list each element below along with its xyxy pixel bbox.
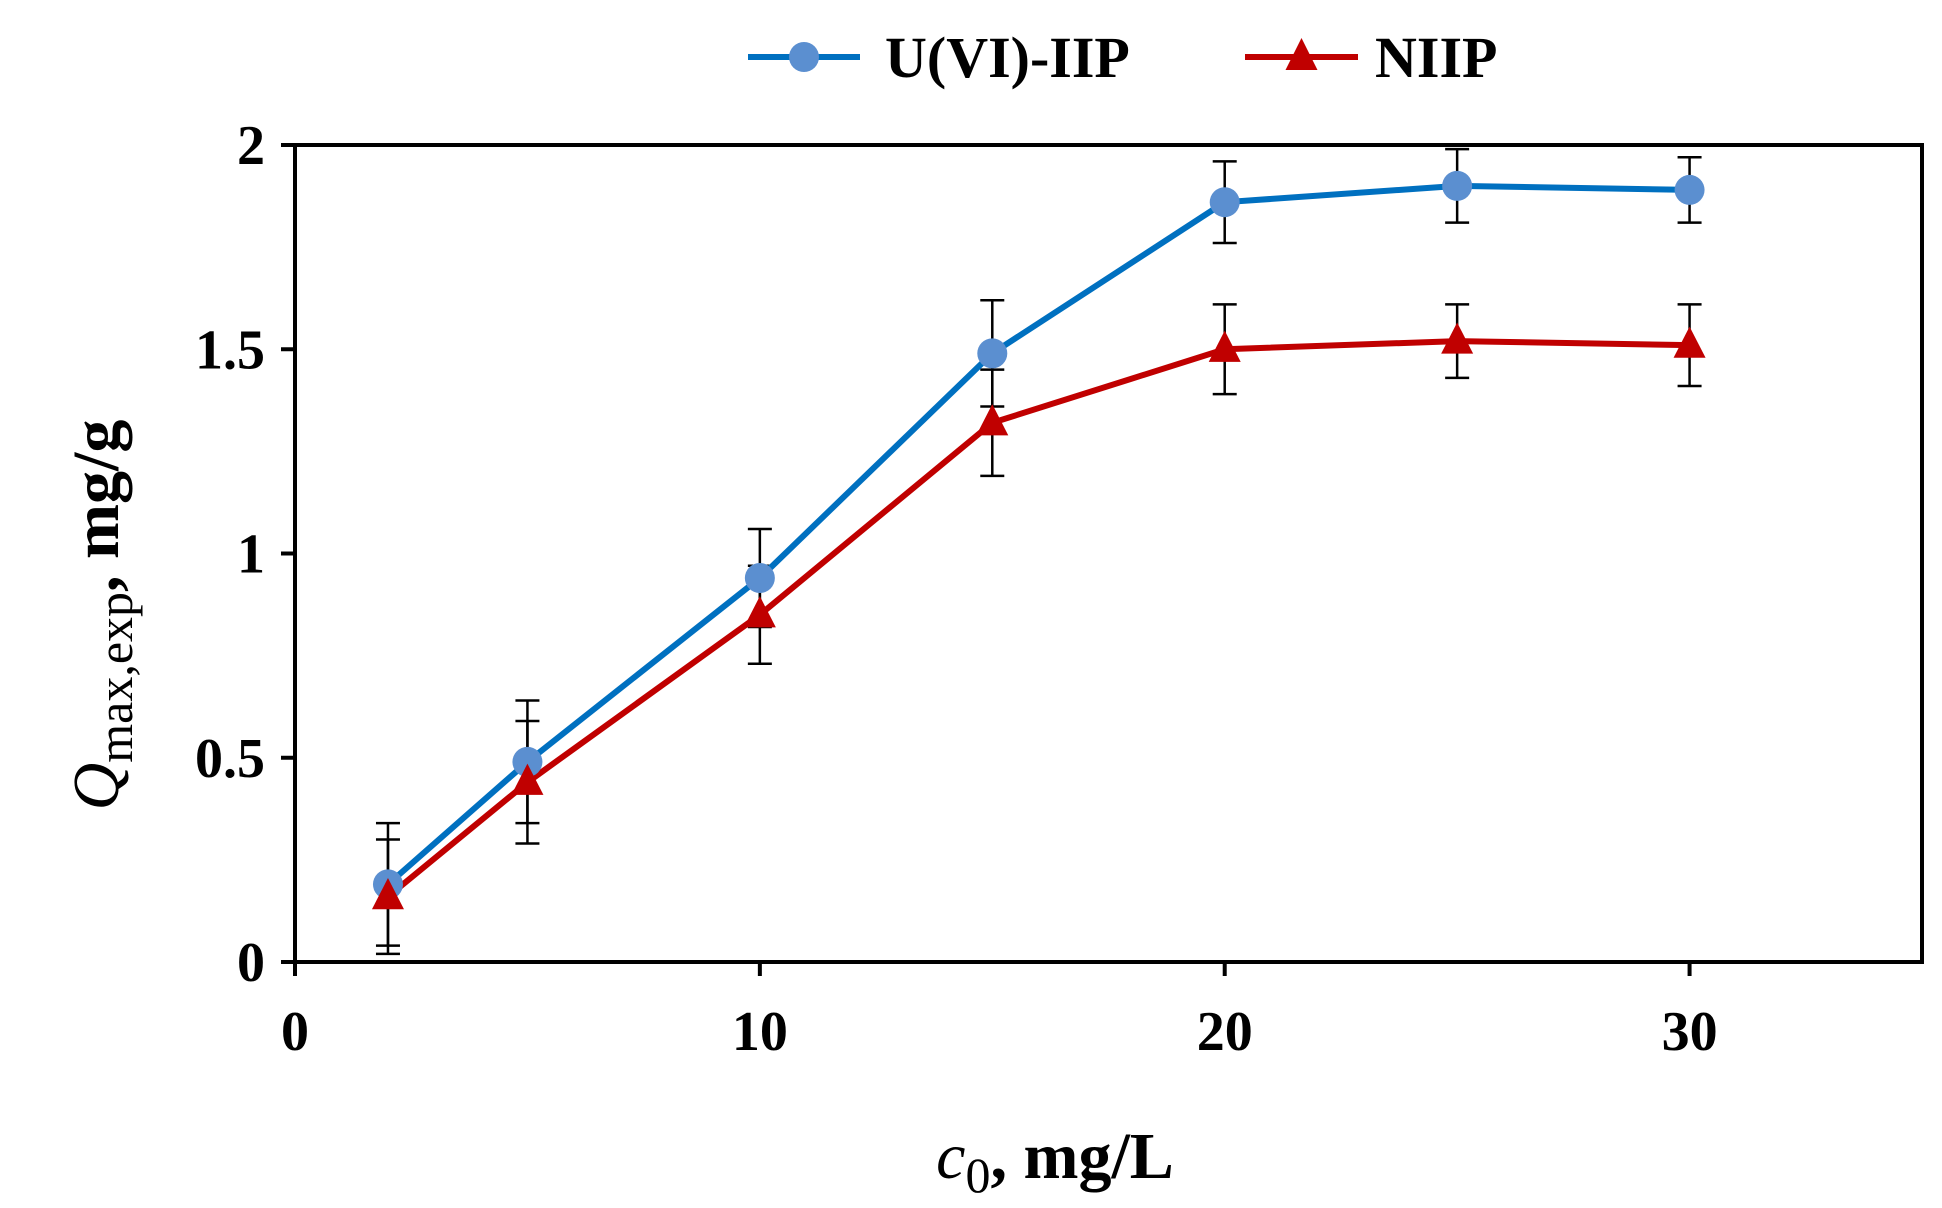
series-2-point <box>371 878 404 910</box>
y-tick-label: 2 <box>237 115 265 177</box>
y-axis-title: Qmax,exp, mg/g <box>60 420 143 811</box>
legend-series-2-label: NIIP <box>1375 25 1497 90</box>
series-1-point <box>1442 170 1473 201</box>
series-1-line <box>385 182 1690 887</box>
error-bars <box>375 147 1702 956</box>
series-1-point <box>1674 174 1705 205</box>
legend-series-1-label: U(VI)-IIP <box>885 25 1130 90</box>
series-1-point <box>1209 187 1240 218</box>
x-tick-label: 20 <box>1197 1001 1253 1063</box>
legend-series-1-marker <box>789 42 819 72</box>
y-tick-label: 1.5 <box>195 319 265 381</box>
series-markers <box>371 170 1706 910</box>
x-tick-label: 30 <box>1662 1001 1718 1063</box>
series-2-point <box>1441 322 1474 354</box>
series-2-point <box>1208 330 1241 362</box>
y-tick-label: 1 <box>237 524 265 586</box>
y-tick-label: 0.5 <box>195 728 265 790</box>
series-2-line <box>386 338 1690 899</box>
axes: 0 10 20 30 0 0.5 1 1.5 2 <box>195 115 1924 1063</box>
x-axis-title: c0, mg/L <box>936 1120 1174 1203</box>
series-2-point <box>743 596 776 628</box>
legend-series-2-marker <box>1285 38 1318 70</box>
series-2-point <box>976 404 1009 436</box>
series-1-point <box>744 563 775 594</box>
series-2-point <box>1673 326 1706 358</box>
plot-frame <box>293 143 1924 964</box>
series-2-point <box>511 763 544 795</box>
series-lines <box>385 182 1690 899</box>
series-1-point <box>977 338 1008 369</box>
y-tick-label: 0 <box>237 932 265 994</box>
legend: U(VI)-IIP NIIP <box>748 25 1497 90</box>
series-1-point <box>512 746 543 777</box>
x-tick-label: 0 <box>281 1001 309 1063</box>
x-tick-label: 10 <box>732 1001 788 1063</box>
